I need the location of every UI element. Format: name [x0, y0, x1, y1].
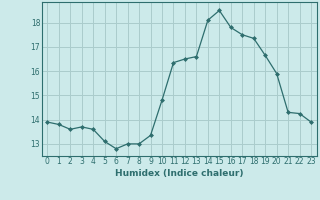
X-axis label: Humidex (Indice chaleur): Humidex (Indice chaleur)	[115, 169, 244, 178]
